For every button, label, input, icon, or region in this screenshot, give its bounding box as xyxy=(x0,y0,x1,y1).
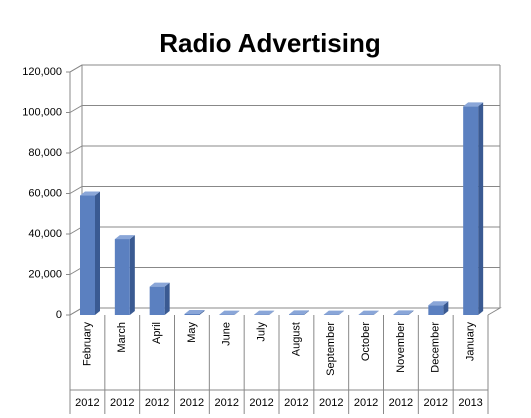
bar xyxy=(184,313,200,315)
x-tick-label: February xyxy=(81,322,93,367)
year-label: 2012 xyxy=(424,397,448,409)
y-tick-label: 80,000 xyxy=(28,147,62,159)
y-tick-label: 100,000 xyxy=(22,106,62,118)
year-label: 2012 xyxy=(215,397,239,409)
y-tick-label: 60,000 xyxy=(28,187,62,199)
bar-top xyxy=(80,191,100,196)
x-tick-label: May xyxy=(186,322,198,343)
x-tick-label: July xyxy=(255,322,267,342)
bar-top xyxy=(254,310,275,315)
bar-side xyxy=(338,310,344,315)
bar-side xyxy=(234,310,240,315)
y-tick-label: 120,000 xyxy=(22,66,62,78)
bar-top xyxy=(428,301,449,306)
year-label: 2012 xyxy=(319,397,343,409)
year-label: 2012 xyxy=(75,397,99,409)
year-label: 2012 xyxy=(145,397,169,409)
bar xyxy=(149,286,165,315)
x-tick-label: October xyxy=(360,322,372,361)
bar xyxy=(428,305,444,315)
bar-top xyxy=(184,309,205,314)
y-tick-label: 40,000 xyxy=(28,228,62,240)
year-label: 2012 xyxy=(354,397,378,409)
x-tick-label: June xyxy=(221,322,233,346)
grid-line xyxy=(69,226,500,235)
grid-line xyxy=(69,145,500,154)
bar-top xyxy=(463,102,484,107)
bar-top xyxy=(289,310,309,315)
x-tick-label: December xyxy=(430,322,442,373)
x-tick-label: August xyxy=(290,322,302,356)
grid-line xyxy=(69,64,500,73)
grid-line xyxy=(69,105,500,113)
bar-side xyxy=(443,301,449,315)
x-tick-label: January xyxy=(464,322,476,362)
bar xyxy=(393,314,409,315)
bar-side xyxy=(304,310,309,315)
year-label: 2012 xyxy=(110,397,134,409)
bar-side xyxy=(95,191,100,315)
bar-top xyxy=(114,235,135,240)
bar-side xyxy=(373,310,379,315)
x-tick-label: September xyxy=(325,322,337,376)
bar xyxy=(463,106,479,315)
chart-title: Radio Advertising xyxy=(159,28,381,58)
x-tick-label: March xyxy=(116,322,128,353)
bar-top xyxy=(219,310,240,315)
year-label: 2013 xyxy=(458,397,482,409)
bar xyxy=(80,195,95,315)
year-label: 2012 xyxy=(180,397,204,409)
year-label: 2012 xyxy=(249,397,273,409)
bar-top xyxy=(149,282,170,287)
year-label: 2012 xyxy=(284,397,308,409)
bar-top xyxy=(358,310,379,315)
bar-side xyxy=(164,282,170,315)
bar-side xyxy=(199,309,205,315)
x-tick-label: November xyxy=(395,322,407,373)
grid-line xyxy=(69,186,500,194)
bar-side xyxy=(408,310,414,315)
bar-top xyxy=(393,310,414,315)
year-label: 2012 xyxy=(389,397,413,409)
bar xyxy=(114,239,130,315)
y-tick-label: 20,000 xyxy=(28,268,62,280)
bar-side xyxy=(129,235,135,315)
bar-top xyxy=(323,310,344,315)
y-tick-label: 0 xyxy=(56,309,62,321)
bar-side xyxy=(269,310,275,315)
x-tick-label: April xyxy=(151,322,163,344)
bar xyxy=(289,314,304,315)
bar-side xyxy=(478,102,484,315)
